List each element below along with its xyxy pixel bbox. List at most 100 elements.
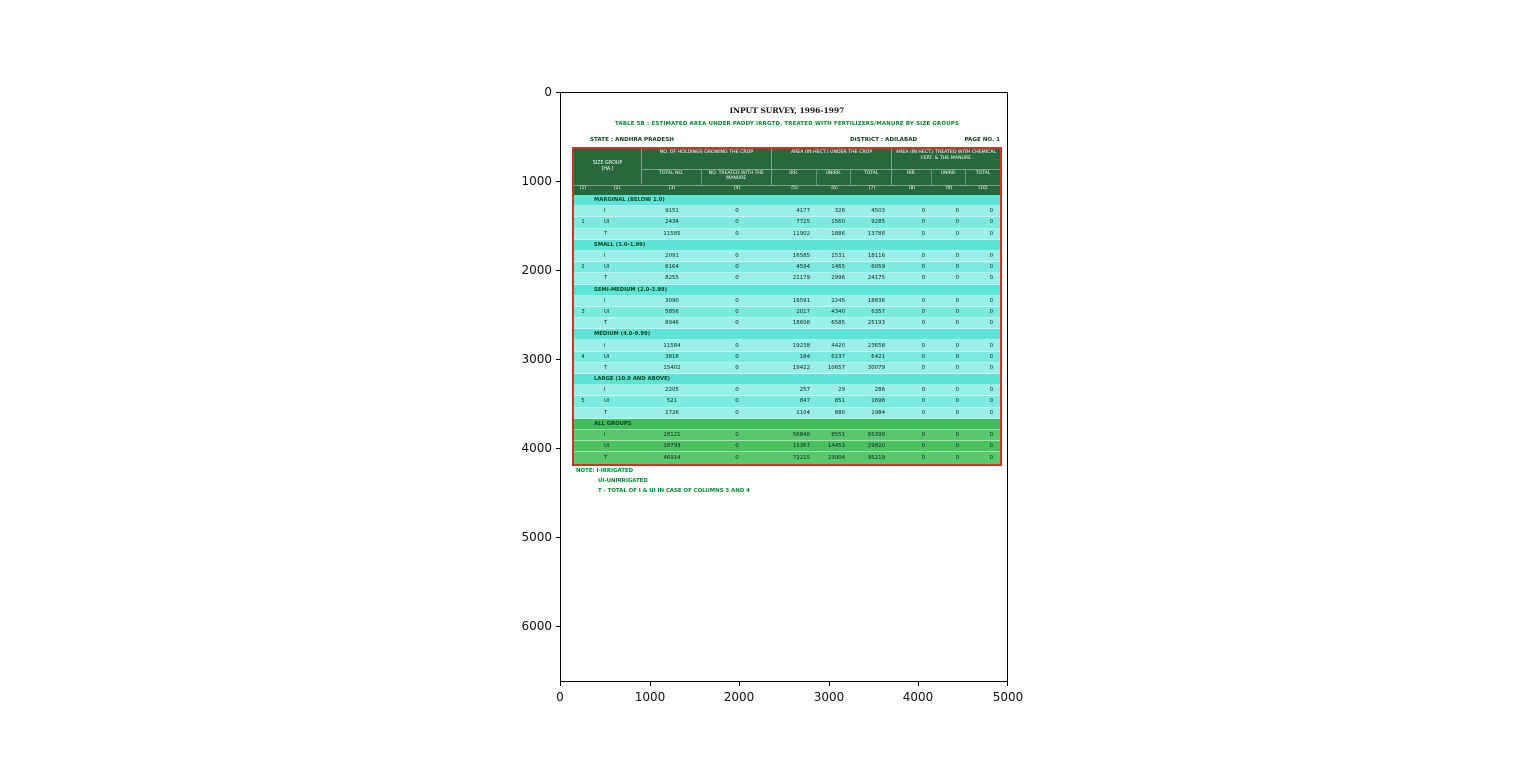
row-label-cell: T (604, 230, 608, 237)
value-cell: 0 (955, 432, 959, 439)
tick-mark (556, 92, 560, 93)
value-cell: 326 (834, 208, 845, 215)
serial-cell: 4 (581, 353, 585, 360)
size-group-label: SMALL (1.0-1.99) (594, 241, 646, 248)
value-cell: 8551 (831, 432, 845, 439)
value-cell: 0 (921, 342, 925, 349)
value-cell: 11584 (663, 342, 681, 349)
value-cell: 0 (921, 364, 925, 371)
value-cell: 56848 (792, 432, 810, 439)
tick-mark (556, 181, 560, 182)
tick-mark (829, 682, 830, 686)
value-cell: 0 (735, 398, 739, 405)
value-cell: 3090 (665, 297, 679, 304)
value-cell: 0 (989, 275, 993, 282)
table-row: T 8255 0 21179 2996 24175 0 0 0 (574, 273, 1000, 285)
value-cell: 0 (921, 230, 925, 237)
value-cell: 4594 (796, 264, 810, 271)
table-header: SIZE GROUP (HA.) NO. OF HOLDINGS GROWING… (574, 149, 1000, 195)
y-tick-label: 3000 (521, 352, 552, 366)
size-group-row: SMALL (1.0-1.99) (574, 239, 1000, 251)
value-cell: 65399 (867, 432, 885, 439)
value-cell: 23658 (867, 342, 885, 349)
value-cell: 72215 (792, 454, 810, 461)
value-cell: 1560 (831, 219, 845, 226)
document-subtitle: TABLE 5B : ESTIMATED AREA UNDER PADDY IR… (614, 121, 959, 127)
value-cell: 0 (735, 297, 739, 304)
value-cell: 0 (735, 432, 739, 439)
x-tick-label: 1000 (634, 690, 666, 704)
value-cell: 0 (735, 342, 739, 349)
value-cell: 2726 (665, 409, 679, 416)
value-cell: 11902 (792, 230, 810, 237)
value-cell: 0 (955, 308, 959, 315)
serial-cell: 3 (581, 308, 585, 315)
value-cell: 16591 (792, 297, 810, 304)
size-group-label: MEDIUM (4.0-9.99) (594, 331, 651, 338)
value-cell: 6585 (831, 320, 845, 327)
value-cell: 0 (955, 387, 959, 394)
value-cell: 29820 (867, 443, 885, 450)
value-cell: 847 (799, 398, 810, 405)
value-cell: 0 (955, 230, 959, 237)
col-header-area-crop: AREA (IN HECT.) UNDER THE CROP IRR. UNIR… (772, 149, 892, 185)
value-cell: 18793 (663, 443, 681, 450)
value-cell: 7725 (796, 219, 810, 226)
value-cell: 0 (955, 364, 959, 371)
value-cell: 24175 (867, 275, 885, 282)
value-cell: 0 (955, 443, 959, 450)
value-cell: 0 (921, 320, 925, 327)
value-cell: 8255 (665, 275, 679, 282)
value-cell: 21179 (792, 275, 810, 282)
note-line: UI-UNIRRIGATED (598, 478, 648, 484)
value-cell: 0 (921, 297, 925, 304)
size-group-row: LARGE (10.0 AND ABOVE) (574, 374, 1000, 386)
x-tick-label: 4000 (902, 690, 934, 704)
value-cell: 521 (666, 398, 678, 405)
value-cell: 0 (735, 364, 739, 371)
tick-mark (556, 270, 560, 271)
value-cell: 1104 (796, 409, 810, 416)
value-cell: 4420 (831, 342, 845, 349)
value-cell: 1531 (831, 253, 845, 260)
value-cell: 46914 (663, 454, 681, 461)
value-cell: 2017 (796, 308, 810, 315)
table-row: UI 18793 0 15367 14453 29820 0 0 0 (574, 441, 1000, 453)
value-cell: 2245 (831, 297, 845, 304)
note-line: NOTE: I-IRRIGATED (576, 468, 634, 474)
value-cell: 18836 (867, 297, 885, 304)
table-row: 3 UI 5856 0 2017 4340 6357 0 0 0 (574, 306, 1000, 319)
size-group-label: SEMI-MEDIUM (2.0-3.99) (594, 286, 668, 293)
value-cell: 0 (921, 443, 925, 450)
value-cell: 8946 (665, 320, 679, 327)
table-row: I 11584 0 19238 4420 23658 0 0 0 (574, 340, 1000, 352)
tick-mark (739, 682, 740, 686)
value-cell: 0 (989, 409, 993, 416)
value-cell: 0 (735, 443, 739, 450)
value-cell: 9285 (871, 219, 885, 226)
value-cell: 184 (799, 353, 810, 360)
table-row: T 8946 0 18608 6585 25193 0 0 0 (574, 318, 1000, 330)
value-cell: 0 (921, 353, 925, 360)
value-cell: 880 (834, 409, 845, 416)
value-cell: 19422 (792, 364, 810, 371)
value-cell: 0 (921, 253, 925, 260)
col-header-total: TOTAL (975, 171, 991, 176)
value-cell: 15367 (792, 443, 810, 450)
value-cell: 0 (955, 219, 959, 226)
value-cell: 0 (989, 219, 993, 226)
row-label-cell: T (604, 454, 608, 461)
row-label-cell: I (604, 387, 606, 394)
value-cell: 0 (735, 387, 739, 394)
value-cell: 0 (955, 454, 959, 461)
value-cell: 0 (955, 320, 959, 327)
y-tick-label: 4000 (521, 441, 552, 455)
table-row: I 2205 0 257 29 286 0 0 0 (574, 385, 1000, 397)
tick-mark (918, 682, 919, 686)
value-cell: 4340 (831, 308, 845, 315)
serial-cell: 2 (581, 264, 585, 271)
value-cell: 0 (989, 308, 993, 315)
value-cell: 4177 (796, 208, 810, 215)
value-cell: 1698 (871, 398, 885, 405)
table-row: 1 UI 2434 0 7725 1560 9285 0 0 0 (574, 217, 1000, 229)
